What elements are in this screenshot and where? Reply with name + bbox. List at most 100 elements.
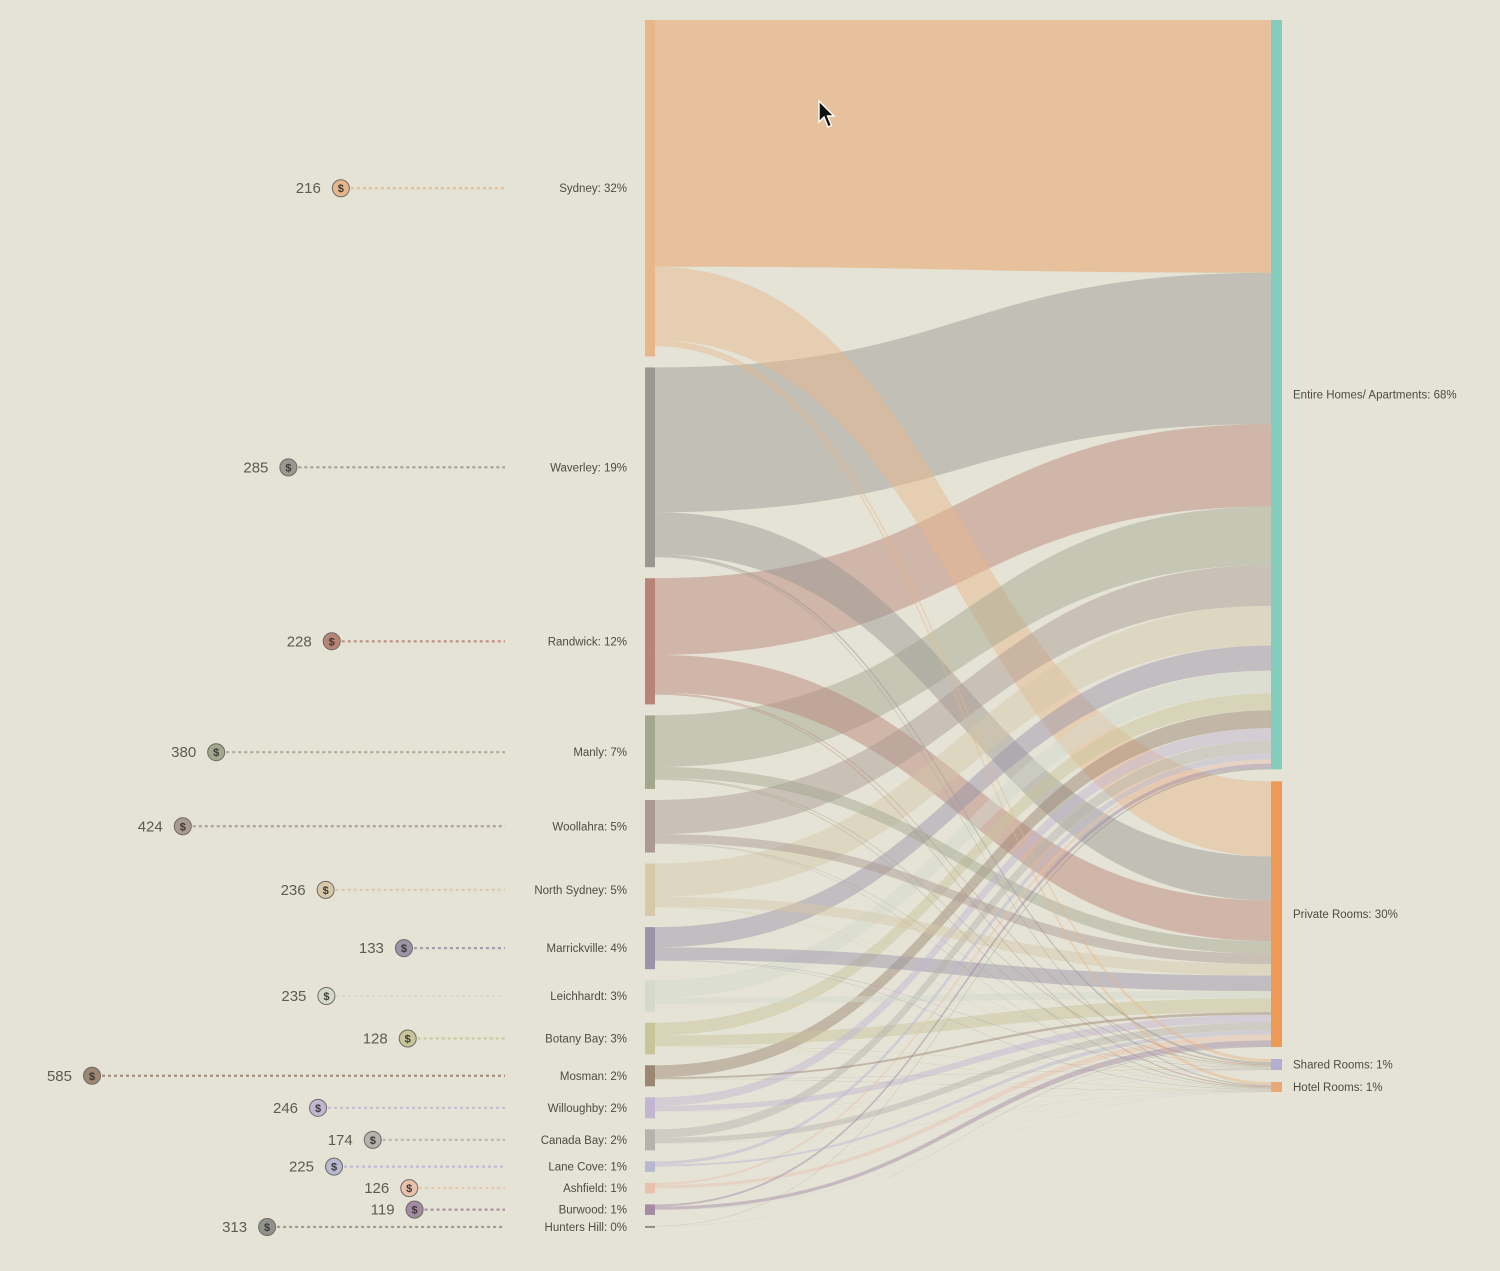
avg-price-marrickville: 133 — [359, 940, 384, 957]
flow-link-canada-bay-to-hotel-rooms[interactable] — [655, 1091, 1271, 1144]
flow-link-ashfield-to-entire-homes-apartments[interactable] — [655, 759, 1271, 1185]
flow-link-willoughby-to-hotel-rooms[interactable] — [655, 1091, 1271, 1112]
flow-link-mosman-to-shared-rooms[interactable] — [655, 1068, 1271, 1080]
source-label-sydney: Sydney: 32% — [559, 183, 627, 195]
flow-link-sydney-to-shared-rooms[interactable] — [655, 340, 1271, 1063]
target-node-hotel-rooms[interactable] — [1271, 1082, 1282, 1092]
flow-link-botany-bay-to-private-rooms[interactable] — [655, 998, 1271, 1046]
source-node-ashfield[interactable] — [645, 1182, 655, 1194]
flow-link-woollahra-to-hotel-rooms[interactable] — [655, 843, 1271, 1089]
coin-symbol: $ — [406, 1183, 412, 1195]
flow-link-woollahra-to-entire-homes-apartments[interactable] — [655, 565, 1271, 835]
flow-link-willoughby-to-entire-homes-apartments[interactable] — [655, 728, 1271, 1106]
source-node-leichhardt[interactable] — [645, 980, 655, 1012]
source-node-hunters-hill[interactable] — [645, 1225, 655, 1228]
flow-link-leichhardt-to-hotel-rooms[interactable] — [655, 1003, 1271, 1091]
flow-link-marrickville-to-private-rooms[interactable] — [655, 947, 1271, 992]
flow-link-randwick-to-shared-rooms[interactable] — [655, 692, 1271, 1066]
source-node-mosman[interactable] — [645, 1065, 655, 1087]
flow-link-lane-cove-to-shared-rooms[interactable] — [655, 1069, 1271, 1167]
flow-link-ashfield-to-shared-rooms[interactable] — [655, 1069, 1271, 1189]
dollar-coin-icon — [331, 179, 350, 198]
dollar-coin-icon — [400, 1179, 419, 1198]
source-node-randwick[interactable] — [645, 578, 655, 705]
flow-link-botany-bay-to-hotel-rooms[interactable] — [655, 1045, 1271, 1091]
target-node-private-rooms[interactable] — [1271, 781, 1282, 1048]
source-node-waverley[interactable] — [645, 367, 655, 568]
flow-link-burwood-to-private-rooms[interactable] — [655, 1040, 1271, 1210]
source-node-lane-cove[interactable] — [645, 1161, 655, 1172]
flow-link-hunters-hill-to-entire-homes-apartments[interactable] — [655, 767, 1271, 1227]
avg-price-ashfield: 126 — [364, 1180, 389, 1197]
source-node-burwood[interactable] — [645, 1204, 655, 1215]
source-node-canada-bay[interactable] — [645, 1129, 655, 1151]
source-node-willoughby[interactable] — [645, 1097, 655, 1119]
flow-link-lane-cove-to-entire-homes-apartments[interactable] — [655, 753, 1271, 1165]
flow-link-burwood-to-entire-homes-apartments[interactable] — [655, 763, 1271, 1207]
flow-link-manly-to-entire-homes-apartments[interactable] — [655, 506, 1271, 767]
source-node-manly[interactable] — [645, 715, 655, 789]
dollar-coin-icon — [398, 1029, 417, 1048]
flow-link-north-sydney-to-entire-homes-apartments[interactable] — [655, 605, 1271, 897]
flow-link-mosman-to-private-rooms[interactable] — [655, 1012, 1271, 1079]
avg-price-sydney: 216 — [296, 180, 321, 197]
flow-link-waverley-to-private-rooms[interactable] — [655, 512, 1271, 901]
flow-link-mosman-to-hotel-rooms[interactable] — [655, 1079, 1271, 1092]
flow-link-leichhardt-to-entire-homes-apartments[interactable] — [655, 670, 1271, 998]
flow-link-north-sydney-to-hotel-rooms[interactable] — [655, 906, 1271, 1090]
flow-link-leichhardt-to-shared-rooms[interactable] — [655, 1003, 1271, 1069]
flow-link-hunters-hill-to-private-rooms[interactable] — [655, 1046, 1271, 1227]
source-node-botany-bay[interactable] — [645, 1022, 655, 1055]
flow-link-mosman-to-entire-homes-apartments[interactable] — [655, 710, 1271, 1078]
target-node-shared-rooms[interactable] — [1271, 1059, 1282, 1071]
flow-link-randwick-to-hotel-rooms[interactable] — [655, 693, 1271, 1088]
flow-link-canada-bay-to-private-rooms[interactable] — [655, 1022, 1271, 1143]
flow-link-north-sydney-to-shared-rooms[interactable] — [655, 906, 1271, 1068]
flow-link-randwick-to-entire-homes-apartments[interactable] — [655, 424, 1271, 655]
flow-link-randwick-to-private-rooms[interactable] — [655, 654, 1271, 942]
coin-symbol: $ — [331, 1162, 337, 1174]
flow-link-manly-to-hotel-rooms[interactable] — [655, 778, 1271, 1089]
flow-link-botany-bay-to-shared-rooms[interactable] — [655, 1045, 1271, 1069]
flow-link-woollahra-to-private-rooms[interactable] — [655, 834, 1271, 965]
flow-link-marrickville-to-shared-rooms[interactable] — [655, 959, 1271, 1068]
flow-link-north-sydney-to-private-rooms[interactable] — [655, 896, 1271, 976]
flow-link-manly-to-shared-rooms[interactable] — [655, 777, 1271, 1067]
flow-link-marrickville-to-hotel-rooms[interactable] — [655, 960, 1271, 1090]
dollar-coin-icon — [207, 743, 226, 762]
flow-link-canada-bay-to-shared-rooms[interactable] — [655, 1069, 1271, 1144]
source-label-randwick: Randwick: 12% — [548, 636, 627, 648]
flow-link-leichhardt-to-private-rooms[interactable] — [655, 991, 1271, 1004]
flow-links — [655, 20, 1271, 1227]
avg-price-burwood: 119 — [371, 1202, 395, 1219]
avg-price-randwick: 228 — [287, 633, 312, 650]
flow-link-canada-bay-to-entire-homes-apartments[interactable] — [655, 740, 1271, 1138]
flow-link-ashfield-to-hotel-rooms[interactable] — [655, 1091, 1271, 1189]
flow-link-ashfield-to-private-rooms[interactable] — [655, 1034, 1271, 1189]
flow-link-marrickville-to-entire-homes-apartments[interactable] — [655, 645, 1271, 948]
source-node-woollahra[interactable] — [645, 799, 655, 853]
flow-link-waverley-to-hotel-rooms[interactable] — [655, 556, 1271, 1087]
flow-link-lane-cove-to-private-rooms[interactable] — [655, 1030, 1271, 1167]
flow-link-burwood-to-hotel-rooms[interactable] — [655, 1091, 1271, 1210]
flow-link-waverley-to-shared-rooms[interactable] — [655, 554, 1271, 1065]
flow-link-willoughby-to-shared-rooms[interactable] — [655, 1069, 1271, 1112]
flow-link-botany-bay-to-entire-homes-apartments[interactable] — [655, 693, 1271, 1036]
source-label-willoughby: Willoughby: 2% — [548, 1103, 627, 1115]
source-node-sydney[interactable] — [645, 20, 655, 357]
flow-link-sydney-to-entire-homes-apartments[interactable] — [655, 20, 1271, 273]
source-label-botany-bay: Botany Bay: 3% — [545, 1033, 627, 1045]
flow-link-woollahra-to-shared-rooms[interactable] — [655, 842, 1271, 1067]
dollar-coin-icon — [317, 986, 336, 1005]
flow-link-sydney-to-hotel-rooms[interactable] — [655, 343, 1271, 1086]
source-node-north-sydney[interactable] — [645, 863, 655, 917]
flow-link-waverley-to-entire-homes-apartments[interactable] — [655, 272, 1271, 513]
flow-link-burwood-to-shared-rooms[interactable] — [655, 1069, 1271, 1210]
flow-link-lane-cove-to-hotel-rooms[interactable] — [655, 1091, 1271, 1167]
target-node-entire-homes-apartments[interactable] — [1271, 20, 1282, 770]
source-label-leichhardt: Leichhardt: 3% — [550, 991, 627, 1003]
source-node-marrickville[interactable] — [645, 927, 655, 970]
flow-link-manly-to-private-rooms[interactable] — [655, 766, 1271, 954]
flow-link-willoughby-to-private-rooms[interactable] — [655, 1014, 1271, 1111]
flow-link-sydney-to-private-rooms[interactable] — [655, 266, 1271, 857]
